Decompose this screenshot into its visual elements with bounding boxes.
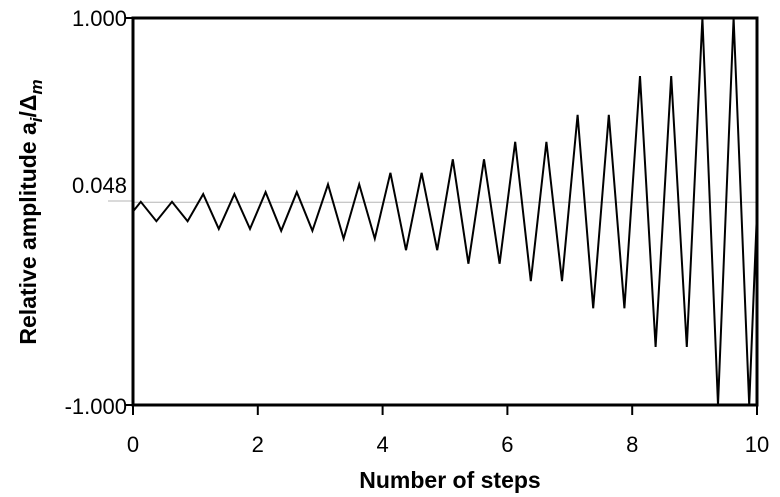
x-tick-label: 2 [252, 432, 264, 457]
x-tick-label: 4 [376, 432, 388, 457]
y-axis-title-slash: /Δ [15, 95, 41, 118]
y-axis-title-sub-i: i [27, 116, 46, 122]
x-axis-ticks: 0 2 4 6 8 10 [127, 405, 769, 457]
x-tick-label: 10 [745, 432, 769, 457]
plot-frame [131, 16, 759, 407]
x-axis-title: Number of steps [359, 467, 540, 493]
y-tick-label: -1.000 [65, 394, 127, 419]
series-line [132, 17, 758, 406]
y-axis-title-main: Relative amplitude a [15, 122, 41, 345]
y-tick-label: 0.048 [72, 173, 127, 198]
x-tick-label: 8 [626, 432, 638, 457]
y-axis-title: Relative amplitude ai/Δm [15, 79, 46, 344]
x-tick-label: 6 [501, 432, 513, 457]
x-tick-label: 0 [127, 432, 139, 457]
y-tick-label: 1.000 [72, 6, 127, 31]
y-axis-ticks: -1.000 0.048 1.000 [65, 6, 133, 419]
y-axis-title-sub-m: m [27, 79, 46, 94]
